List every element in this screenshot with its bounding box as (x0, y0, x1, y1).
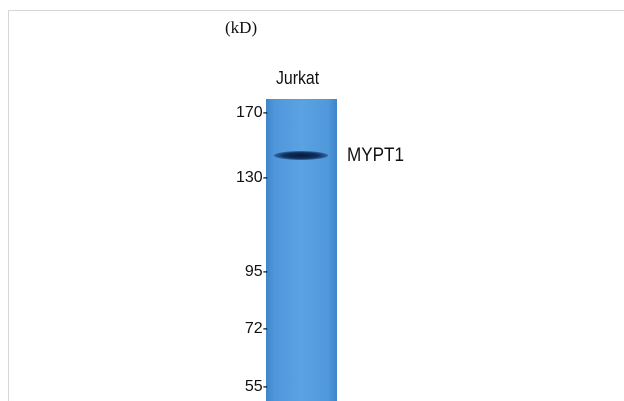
marker-170: 170- (235, 104, 268, 121)
marker-72: 72- (244, 320, 268, 337)
lane-label: Jurkat (276, 68, 320, 88)
marker-130: 130- (235, 169, 268, 186)
unit-label: (kD) (225, 18, 258, 37)
marker-95: 95- (244, 263, 268, 280)
band-label: MYPT1 (347, 145, 405, 166)
marker-55: 55- (244, 378, 268, 395)
figure-border-left (8, 10, 9, 401)
blot-lane (266, 99, 337, 401)
figure-border-top (8, 10, 624, 11)
protein-band (274, 151, 328, 160)
